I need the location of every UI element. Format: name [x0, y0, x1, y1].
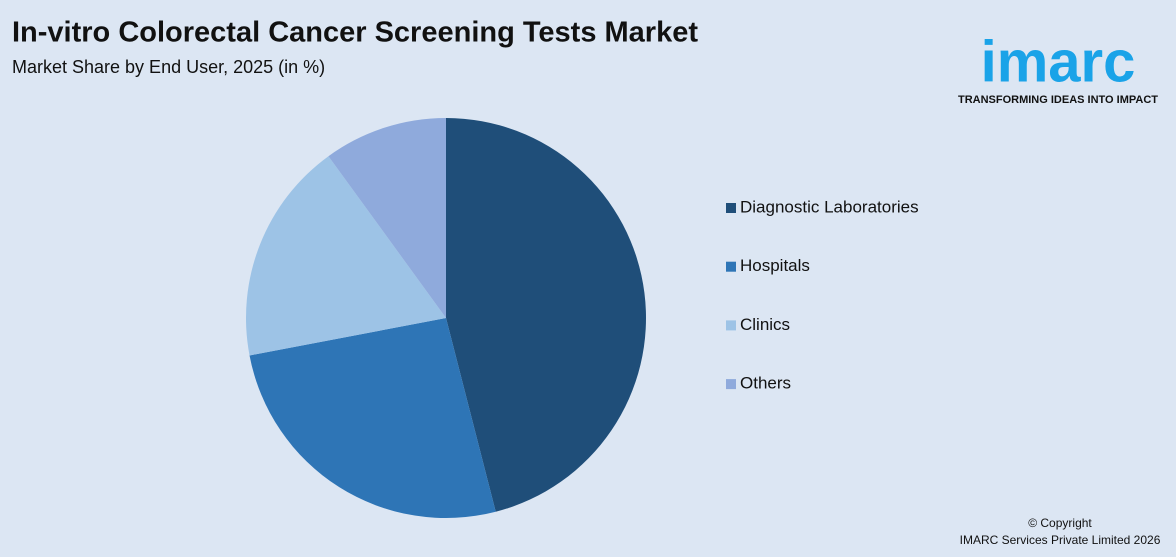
legend-swatch [726, 379, 736, 390]
chart-subtitle: Market Share by End User, 2025 (in %) [12, 57, 325, 77]
legend-label: Hospitals [740, 256, 810, 275]
legend-swatch [726, 261, 736, 272]
legend-label: Clinics [740, 315, 790, 334]
copyright: © Copyright [1028, 516, 1092, 530]
logo: imarc [981, 29, 1136, 94]
pie-slice [246, 156, 446, 356]
chart-title: In-vitro Colorectal Cancer Screening Tes… [12, 17, 698, 49]
legend-label: Diagnostic Laboratories [740, 197, 919, 216]
company: IMARC Services Private Limited 2026 [960, 533, 1161, 547]
pie-slice [249, 318, 496, 518]
legend-swatch [726, 320, 736, 331]
legend-label: Others [740, 374, 791, 393]
legend-swatch [726, 203, 736, 213]
logo-tagline: TRANSFORMING IDEAS INTO IMPACT [958, 94, 1158, 106]
pie-slice [328, 118, 446, 318]
pie-slice [446, 118, 647, 512]
